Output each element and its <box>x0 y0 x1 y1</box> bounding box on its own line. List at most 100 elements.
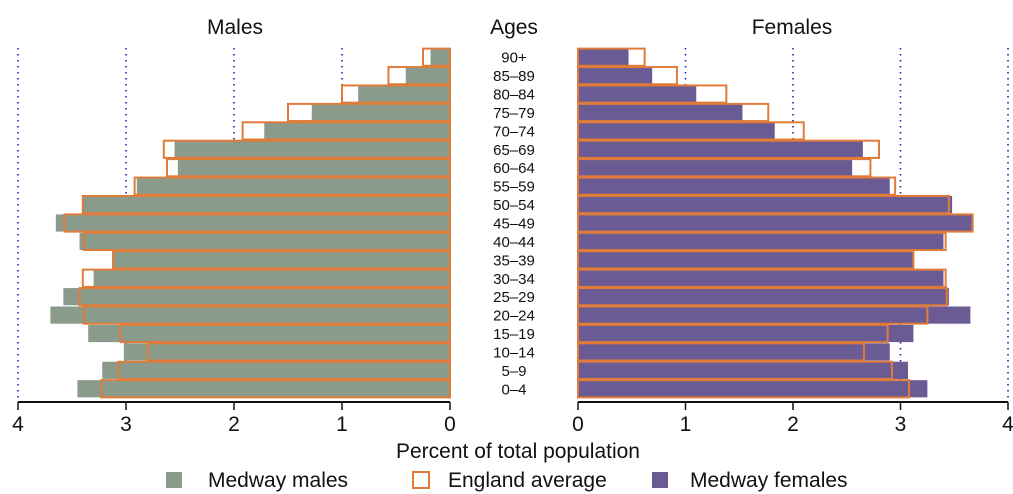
male-england-outlines <box>63 47 452 399</box>
age-label-60-64: 60–64 <box>493 160 535 177</box>
age-label-70-74: 70–74 <box>493 123 535 140</box>
age-label-35-39: 35–39 <box>493 252 535 269</box>
outline-england-male-65-69 <box>162 139 452 159</box>
bar-female-15-19 <box>578 324 914 343</box>
bar-female-55-59 <box>578 177 890 195</box>
bar-female-25-29 <box>578 288 949 306</box>
bar-male-60-64 <box>177 159 450 177</box>
tick-label-right-1: 1 <box>680 413 692 436</box>
age-label-75-79: 75–79 <box>493 105 535 122</box>
bar-female-75-79 <box>578 103 743 122</box>
outline-england-female-0-4 <box>577 379 911 399</box>
bar-female-40-44 <box>578 232 944 251</box>
age-label-40-44: 40–44 <box>493 234 535 251</box>
legend: Medway males England average Medway fema… <box>166 469 848 492</box>
outline-england-male-20-24 <box>82 305 451 325</box>
female-england-outlines <box>577 47 974 399</box>
bar-male-90 <box>430 48 450 66</box>
bar-male-75-79 <box>311 103 450 122</box>
tick-label-left-3: 3 <box>120 413 132 436</box>
age-label-0-4: 0–4 <box>501 381 526 398</box>
bar-female-0-4 <box>578 380 928 398</box>
outline-england-female-15-19 <box>577 323 889 344</box>
bar-male-45-49 <box>55 214 451 232</box>
age-label-5-9: 5–9 <box>501 363 526 380</box>
bar-female-70-74 <box>578 122 775 140</box>
outline-england-male-35-39 <box>112 250 451 270</box>
outline-england-female-50-54 <box>577 194 950 215</box>
bar-female-30-34 <box>578 269 944 287</box>
bar-female-80-84 <box>578 85 697 103</box>
age-label-80-84: 80–84 <box>493 87 535 104</box>
legend-label-medway-males: Medway males <box>208 469 348 492</box>
outline-england-female-40-44 <box>577 231 947 252</box>
bar-female-10-14 <box>578 343 890 361</box>
tick-label-right-0: 0 <box>572 413 584 436</box>
outline-england-female-65-69 <box>577 139 880 159</box>
axes: 0 0 1 1 2 2 3 3 4 4 <box>12 401 1013 436</box>
age-label-30-34: 30–34 <box>493 271 535 288</box>
legend-label-england-average: England average <box>448 469 607 492</box>
outline-england-male-70-74 <box>241 121 451 141</box>
bar-male-55-59 <box>136 177 451 195</box>
age-label-20-24: 20–24 <box>493 308 535 325</box>
outline-england-female-85-89 <box>577 66 678 86</box>
legend-swatch-medway-males <box>166 472 182 488</box>
outline-england-female-70-74 <box>577 121 805 141</box>
outline-england-male-25-29 <box>78 287 451 307</box>
tick-label-left-4: 4 <box>12 413 24 436</box>
right-panel-title: Females <box>752 16 833 39</box>
outline-england-female-75-79 <box>577 102 770 123</box>
age-label-90: 90+ <box>501 50 527 67</box>
age-label-45-49: 45–49 <box>493 215 535 232</box>
age-label-55-59: 55–59 <box>493 179 535 196</box>
bar-male-5-9 <box>102 361 451 379</box>
tick-label-right-3: 3 <box>895 413 907 436</box>
outline-england-female-20-24 <box>577 305 929 325</box>
outline-england-male-75-79 <box>287 102 451 123</box>
legend-swatch-medway-females <box>652 472 668 488</box>
bar-male-70-74 <box>264 122 450 140</box>
outline-england-female-5-9 <box>577 360 893 380</box>
age-label-10-14: 10–14 <box>493 344 535 361</box>
age-label-15-19: 15–19 <box>493 326 535 343</box>
outline-england-male-80-84 <box>341 84 451 104</box>
bar-male-85-89 <box>405 67 450 85</box>
bar-female-35-39 <box>578 251 914 269</box>
female-bars <box>578 48 974 398</box>
bar-male-40-44 <box>79 232 450 251</box>
age-label-85-89: 85–89 <box>493 68 535 85</box>
bar-female-20-24 <box>578 306 971 324</box>
bar-male-10-14 <box>123 343 450 361</box>
left-panel-title: Males <box>207 16 263 39</box>
legend-swatch-england-average <box>412 471 430 489</box>
bar-female-45-49 <box>578 214 974 232</box>
bar-female-50-54 <box>578 195 953 214</box>
bar-male-65-69 <box>174 140 450 158</box>
bar-male-30-34 <box>93 269 450 287</box>
bar-male-35-39 <box>113 251 450 269</box>
legend-label-medway-females: Medway females <box>690 469 848 492</box>
outline-england-female-35-39 <box>577 250 915 270</box>
outline-england-male-45-49 <box>63 213 451 233</box>
bar-female-60-64 <box>578 159 853 177</box>
outline-england-female-90 <box>577 47 646 67</box>
bar-male-25-29 <box>63 288 451 306</box>
bar-female-85-89 <box>578 67 653 85</box>
outline-england-male-50-54 <box>81 194 452 215</box>
bar-male-80-84 <box>358 85 450 103</box>
outline-england-male-0-4 <box>100 379 451 399</box>
male-bars <box>50 48 451 398</box>
age-label-50-54: 50–54 <box>493 197 535 214</box>
bar-female-5-9 <box>578 361 909 379</box>
bar-male-15-19 <box>88 324 450 343</box>
x-axis-label: Percent of total population <box>396 440 640 463</box>
tick-label-left-0: 0 <box>444 413 456 436</box>
outline-england-female-10-14 <box>577 342 865 362</box>
tick-label-left-1: 1 <box>336 413 348 436</box>
outline-england-female-60-64 <box>577 158 872 178</box>
outline-england-female-45-49 <box>577 213 974 233</box>
outline-england-female-80-84 <box>577 84 728 104</box>
